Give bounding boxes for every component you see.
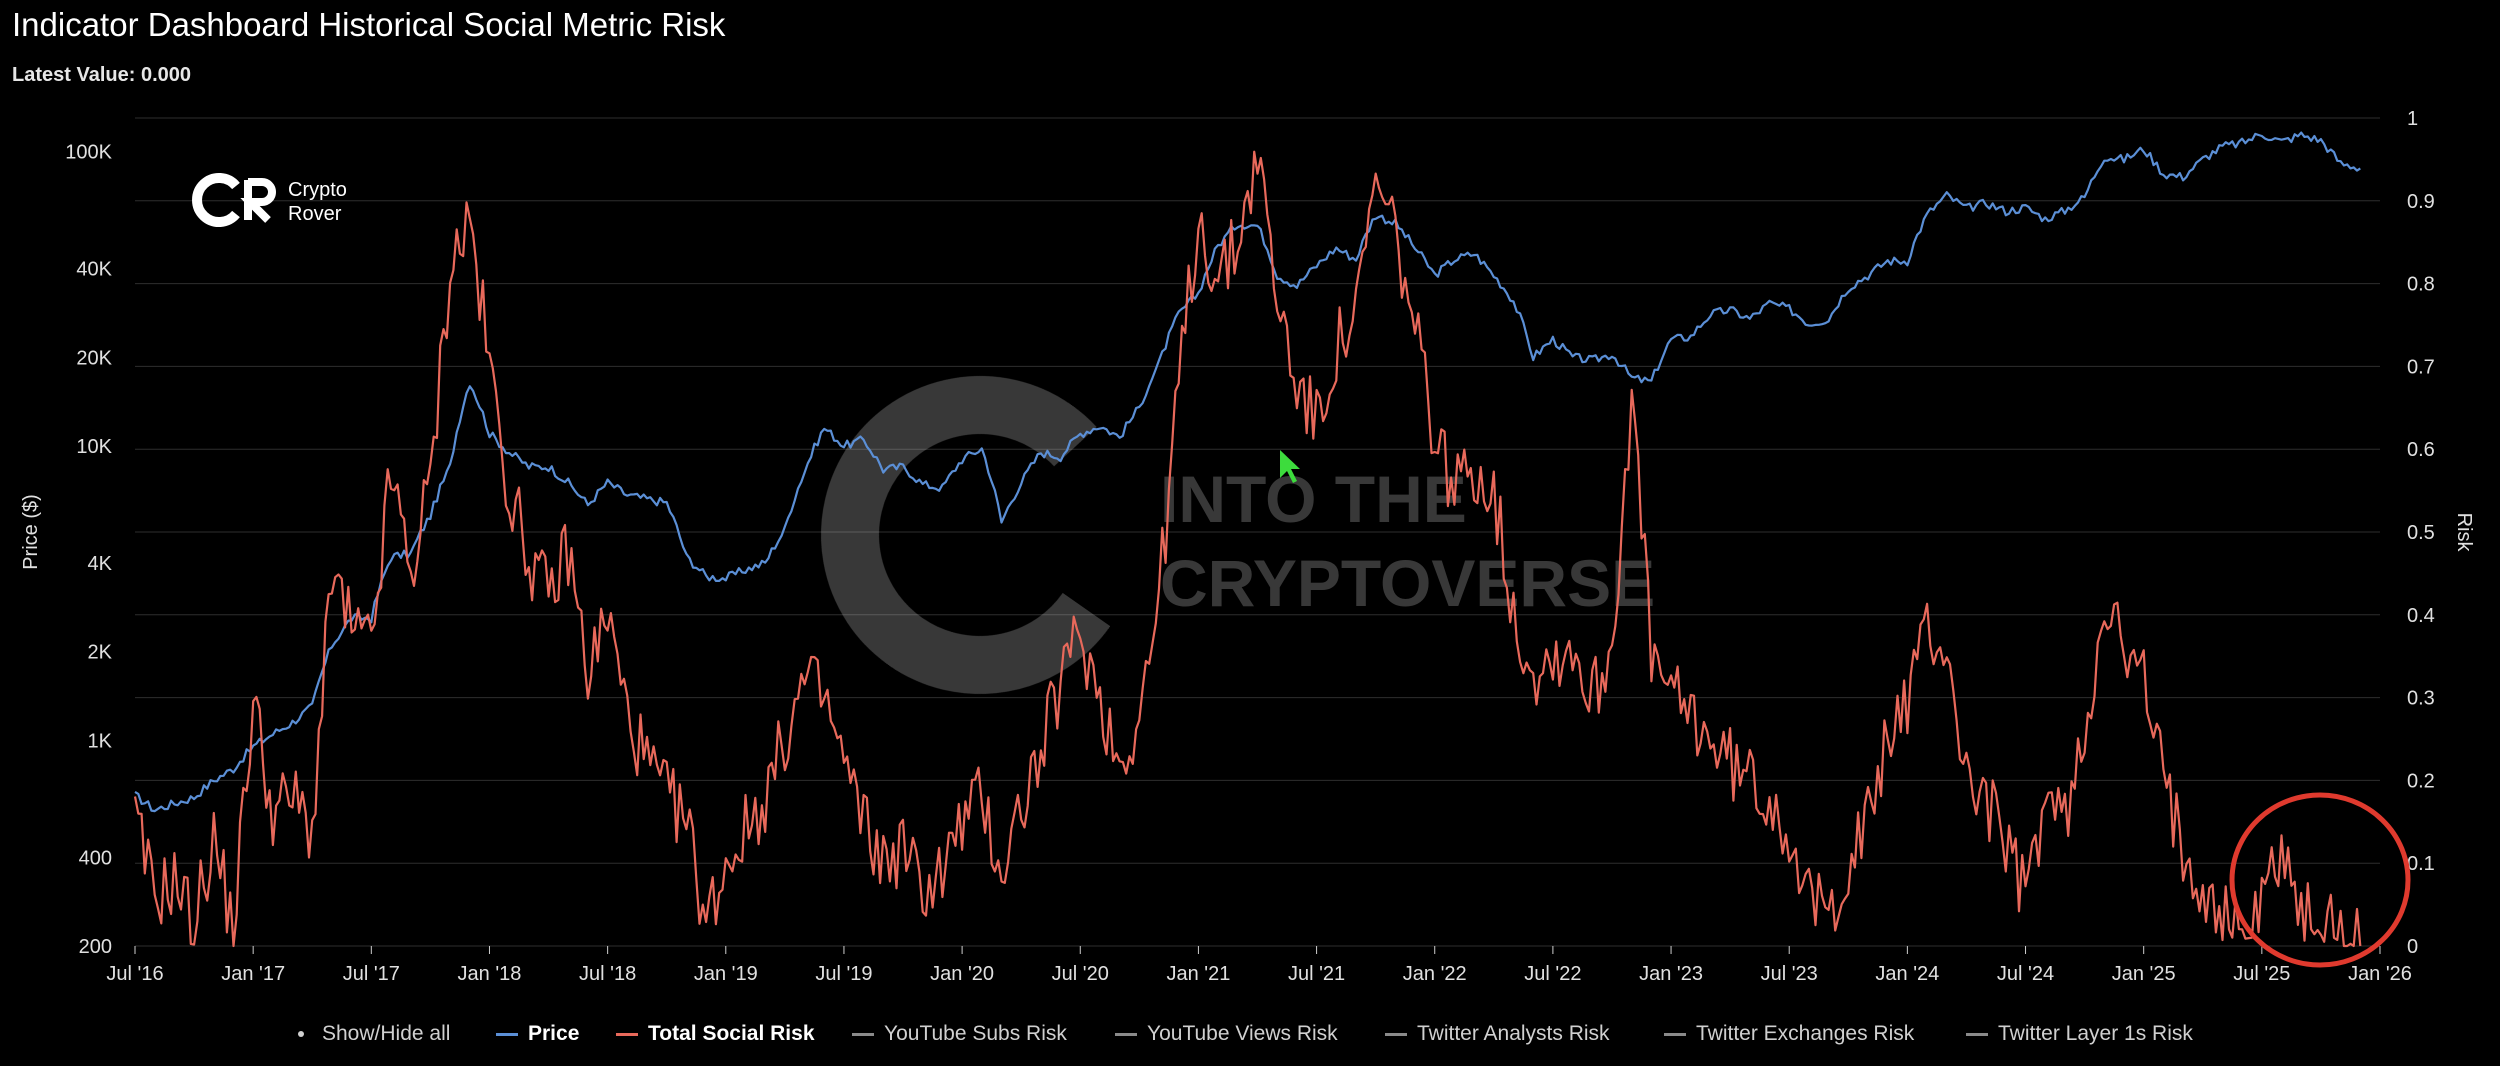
legend-item-twitter-analysts-risk[interactable]: Twitter Analysts Risk: [1385, 1022, 1610, 1046]
y-left-tick-label: 10K: [76, 436, 112, 458]
chart-grid: [135, 117, 2380, 947]
x-tick-label: Jul '23: [1761, 963, 1818, 985]
latest-value: Latest Value: 0.000: [12, 64, 191, 87]
chart-title: Indicator Dashboard Historical Social Me…: [12, 6, 726, 43]
chart-axes: 0 0.1 0.2 0.3 0.4 0.5 0.6 0.7 0.8 0.9 1 200 400 1K 2K 4…: [20, 108, 2475, 985]
legend-label-youtube-subs-risk: YouTube Subs Risk: [884, 1022, 1067, 1045]
x-tick-label: Jan '19: [694, 963, 758, 985]
y-left-axis-label: Price ($): [20, 494, 42, 570]
logo-line2: Rover: [288, 203, 342, 225]
x-tick-label: Jan '26: [2348, 963, 2412, 985]
latest-value-number: 0.000: [140, 64, 192, 86]
y-right-tick-label: 0.8: [2407, 274, 2435, 296]
legend-label-total-social-risk: Total Social Risk: [648, 1022, 815, 1045]
legend-label-price: Price: [528, 1022, 580, 1045]
chart-series: [133, 131, 2362, 948]
y-right-tick-label: 0.2: [2407, 770, 2435, 792]
x-tick-label: Jul '19: [815, 963, 872, 985]
y-right-tick-label: 0.3: [2407, 688, 2435, 710]
legend-swatch-twitter-layer-1s-risk: [1966, 1032, 1988, 1036]
bullet-icon: [298, 1031, 304, 1037]
legend-swatch-youtube-subs-risk: [852, 1032, 874, 1036]
crypto-rover-logo-r-icon: [240, 178, 276, 223]
y-left-tick-label: 20K: [76, 347, 112, 369]
x-tick-label: Jan '20: [930, 963, 994, 985]
y-left-tick-label: 200: [79, 936, 112, 958]
watermark-logo-icon: [821, 376, 1139, 694]
x-tick-label: Jul '24: [1997, 963, 2054, 985]
y-right-tick-label: 0.1: [2407, 853, 2435, 875]
x-tick-label: Jan '22: [1403, 963, 1467, 985]
x-tick-label: Jan '23: [1639, 963, 1703, 985]
series-line-total-social-risk: [133, 150, 2362, 948]
legend-show-hide-label: Show/Hide all: [322, 1022, 451, 1045]
legend-item-youtube-subs-risk[interactable]: YouTube Subs Risk: [852, 1022, 1067, 1046]
y-left-tick-label: 2K: [88, 642, 113, 664]
logo-line1: Crypto: [288, 179, 347, 201]
x-tick-label: Jul '17: [343, 963, 400, 985]
watermark: INTO THE CRYPTOVERSE: [821, 376, 1655, 694]
legend-item-youtube-views-risk[interactable]: YouTube Views Risk: [1115, 1022, 1338, 1046]
legend-swatch-price: [496, 1032, 518, 1036]
y-right-axis-label: Risk: [2453, 513, 2475, 553]
x-tick-label: Jul '25: [2233, 963, 2290, 985]
x-tick-label: Jul '16: [106, 963, 163, 985]
x-tick-label: Jan '18: [458, 963, 522, 985]
x-tick-label: Jan '21: [1166, 963, 1230, 985]
crypto-rover-logo: Crypto Rover: [192, 173, 347, 227]
legend-swatch-twitter-exchanges-risk: [1664, 1032, 1686, 1036]
legend-swatch-youtube-views-risk: [1115, 1032, 1137, 1036]
legend-label-twitter-layer-1s-risk: Twitter Layer 1s Risk: [1998, 1022, 2193, 1045]
watermark-line1: INTO THE: [1160, 462, 1467, 536]
crypto-rover-logo-icon: [192, 173, 240, 227]
legend-swatch-twitter-analysts-risk: [1385, 1032, 1407, 1036]
legend-label-twitter-exchanges-risk: Twitter Exchanges Risk: [1696, 1022, 1915, 1045]
x-tick-label: Jul '22: [1524, 963, 1581, 985]
watermark-line2: CRYPTOVERSE: [1160, 546, 1655, 620]
x-tick-label: Jul '18: [579, 963, 636, 985]
legend-label-youtube-views-risk: YouTube Views Risk: [1147, 1022, 1338, 1045]
series-line-price: [134, 131, 2361, 813]
latest-value-label: Latest Value:: [12, 64, 136, 86]
y-left-tick-label: 40K: [76, 259, 112, 281]
highlight-circle: [2229, 792, 2411, 968]
y-left-tick-label: 1K: [88, 730, 113, 752]
y-left-tick-label: 100K: [65, 142, 112, 164]
legend-label-twitter-analysts-risk: Twitter Analysts Risk: [1417, 1022, 1610, 1045]
y-right-tick-label: 0.9: [2407, 191, 2435, 213]
legend-item-price[interactable]: Price: [496, 1022, 579, 1046]
mouse-cursor-icon: [1280, 450, 1300, 483]
y-left-tick-label: 4K: [88, 553, 113, 575]
y-right-tick-label: 0: [2407, 936, 2418, 958]
y-right-tick-label: 0.5: [2407, 522, 2435, 544]
x-tick-label: Jul '20: [1052, 963, 1109, 985]
legend-item-twitter-layer-1s-risk[interactable]: Twitter Layer 1s Risk: [1966, 1022, 2193, 1046]
y-left-tick-label: 400: [79, 847, 112, 869]
x-tick-label: Jan '17: [221, 963, 285, 985]
legend-item-twitter-exchanges-risk[interactable]: Twitter Exchanges Risk: [1664, 1022, 1914, 1046]
x-tick-label: Jan '24: [1875, 963, 1939, 985]
y-right-tick-label: 0.6: [2407, 439, 2435, 461]
y-right-tick-label: 0.4: [2407, 605, 2435, 627]
y-right-tick-label: 1: [2407, 108, 2418, 130]
x-tick-label: Jul '21: [1288, 963, 1345, 985]
legend-show-hide-all[interactable]: Show/Hide all: [298, 1022, 450, 1046]
legend-item-total-social-risk[interactable]: Total Social Risk: [616, 1022, 815, 1046]
chart-legend: Show/Hide all Price Total Social Risk Yo…: [0, 1022, 2500, 1058]
legend-swatch-total-social-risk: [616, 1032, 638, 1036]
x-tick-label: Jan '25: [2112, 963, 2176, 985]
y-right-tick-label: 0.7: [2407, 356, 2435, 378]
